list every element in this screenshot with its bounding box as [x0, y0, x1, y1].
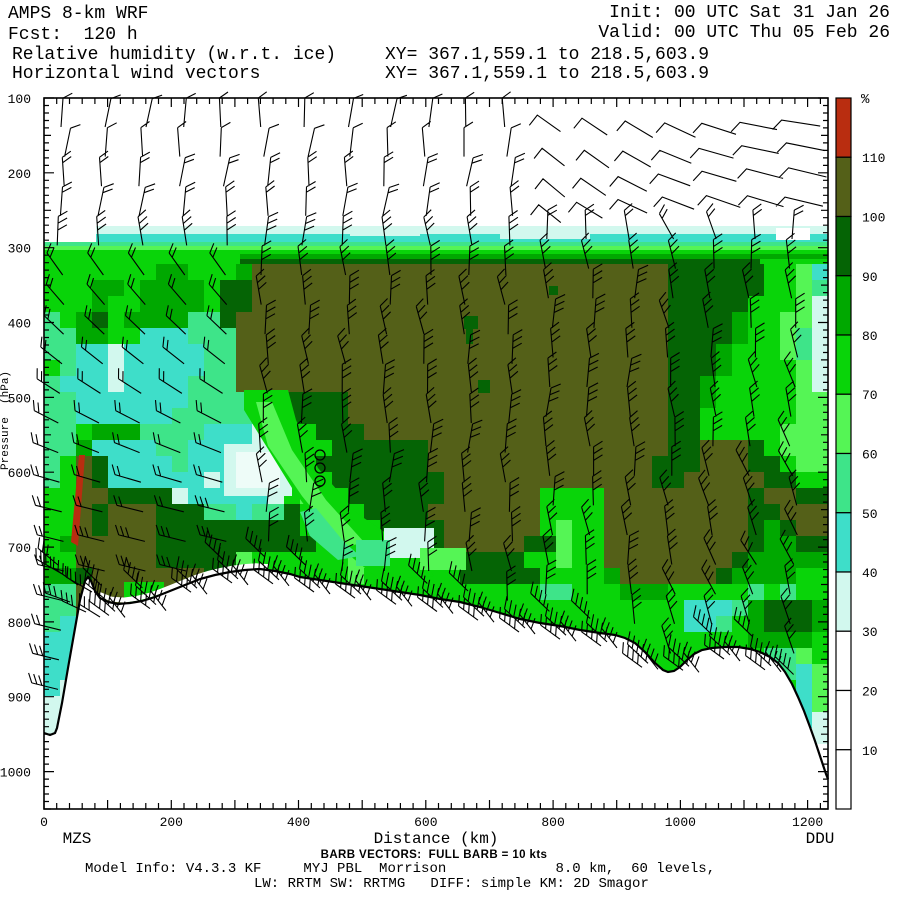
svg-text:1000: 1000: [0, 766, 31, 781]
svg-text:90: 90: [862, 270, 878, 285]
svg-text:110: 110: [862, 151, 885, 166]
svg-text:Horizontal wind vectors: Horizontal wind vectors: [12, 64, 260, 84]
svg-text:Distance (km): Distance (km): [374, 830, 499, 848]
svg-text:0: 0: [40, 815, 48, 830]
svg-text:MZS: MZS: [63, 830, 92, 848]
svg-text:800: 800: [541, 815, 564, 830]
svg-text:%: %: [861, 92, 870, 108]
svg-text:LW: RRTM SW: RRTMG DIFF: sim: LW: RRTM SW: RRTMG DIFF: simple KM: 2D S…: [254, 876, 649, 892]
svg-text:600: 600: [8, 466, 31, 481]
svg-text:AMPS 8-km WRF: AMPS 8-km WRF: [8, 4, 148, 24]
svg-text:80: 80: [862, 329, 878, 344]
svg-text:Fcst: 120 h: Fcst: 120 h: [8, 25, 138, 45]
svg-text:XY= 367.1,559.1 to 218.5,603.9: XY= 367.1,559.1 to 218.5,603.9: [385, 45, 709, 65]
svg-text:900: 900: [8, 691, 31, 706]
svg-text:Valid: 00 UTC Thu 05 Feb 26: Valid: 00 UTC Thu 05 Feb 26: [598, 23, 890, 43]
svg-text:70: 70: [862, 388, 878, 403]
svg-text:400: 400: [287, 815, 310, 830]
svg-text:500: 500: [8, 391, 31, 406]
svg-text:100: 100: [862, 211, 885, 226]
svg-text:400: 400: [8, 317, 31, 332]
svg-text:200: 200: [8, 167, 31, 182]
svg-text:700: 700: [8, 541, 31, 556]
svg-text:BARB VECTORS: FULL BARB = 10: BARB VECTORS: FULL BARB = 10 kts: [321, 849, 548, 861]
svg-text:XY= 367.1,559.1 to 218.5,603.9: XY= 367.1,559.1 to 218.5,603.9: [385, 64, 709, 84]
svg-text:50: 50: [862, 507, 878, 522]
svg-text:30: 30: [862, 625, 878, 640]
svg-text:1200: 1200: [792, 815, 823, 830]
svg-text:200: 200: [160, 815, 183, 830]
svg-text:10: 10: [862, 744, 878, 759]
svg-text:600: 600: [414, 815, 437, 830]
svg-text:DDU: DDU: [806, 830, 835, 848]
svg-text:60: 60: [862, 448, 878, 463]
svg-text:800: 800: [8, 616, 31, 631]
svg-text:Pressure (hPa): Pressure (hPa): [0, 371, 12, 470]
svg-text:1000: 1000: [665, 815, 696, 830]
svg-text:Relative humidity (w.r.t. ice): Relative humidity (w.r.t. ice): [12, 45, 336, 65]
svg-text:Model Info: V4.3.3 KF MYJ: Model Info: V4.3.3 KF MYJ PBL Morrison 8…: [85, 861, 715, 877]
svg-text:40: 40: [862, 566, 878, 581]
svg-text:300: 300: [8, 242, 31, 257]
svg-text:20: 20: [862, 685, 878, 700]
svg-text:100: 100: [8, 92, 31, 107]
svg-text:Init: 00 UTC Sat 31 Jan 26: Init: 00 UTC Sat 31 Jan 26: [609, 3, 890, 23]
